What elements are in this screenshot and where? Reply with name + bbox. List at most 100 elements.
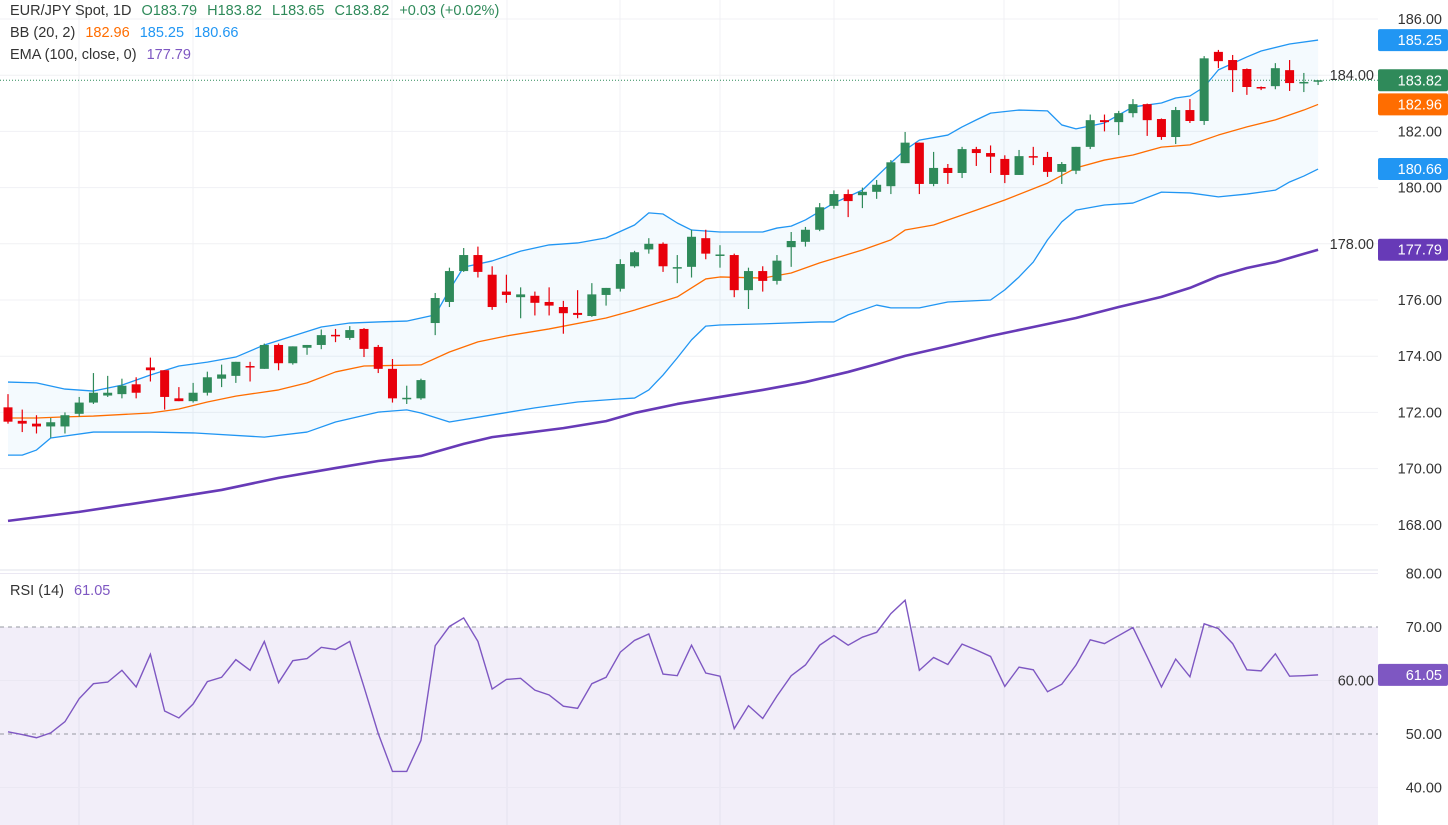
ema-legend[interactable]: EMA (100, close, 0) 177.79 <box>10 46 197 64</box>
candle-body <box>1156 119 1166 138</box>
candle-body <box>373 346 383 369</box>
candle-up <box>231 361 241 383</box>
candle-up <box>1313 80 1323 86</box>
candle-body <box>1185 110 1195 122</box>
candle-body <box>302 344 312 348</box>
candle-up <box>430 292 440 336</box>
candle-body <box>1028 156 1038 158</box>
candle-up <box>743 267 753 309</box>
candle-up <box>516 287 526 319</box>
indicator-lines <box>0 39 1378 523</box>
candle-body <box>188 392 198 402</box>
candle-up <box>1014 149 1024 175</box>
candle-body <box>430 298 440 324</box>
candle-body <box>402 397 412 400</box>
candle-body <box>160 370 170 397</box>
price-badge-label: 61.05 <box>1406 668 1442 684</box>
candle-up <box>929 151 939 187</box>
candles <box>3 49 1323 438</box>
candle-up <box>957 146 967 179</box>
price-tick-label: 182.00 <box>1398 124 1442 140</box>
candle-body <box>1099 120 1109 123</box>
candle-body <box>786 240 796 248</box>
candle-up <box>615 259 625 292</box>
candle-up <box>444 267 454 308</box>
candle-body <box>17 420 27 424</box>
candle-body <box>145 367 155 371</box>
candle-body <box>1114 113 1124 123</box>
rsi-value: 61.05 <box>74 583 111 599</box>
price-tick-label: 170.00 <box>1398 462 1442 478</box>
candle-body <box>558 307 568 314</box>
candle-down <box>331 328 341 343</box>
rsi-legend[interactable]: RSI (14) 61.05 <box>10 582 116 600</box>
candle-up <box>587 283 597 317</box>
candle-body <box>829 194 839 206</box>
price-badge-label: 183.82 <box>1398 73 1442 89</box>
candle-down <box>131 377 141 399</box>
candle-body <box>943 167 953 173</box>
price-badge <box>1378 93 1448 116</box>
candle-body <box>971 149 981 154</box>
symbol-name[interactable]: EUR/JPY Spot, 1D <box>10 3 132 19</box>
candle-body <box>516 294 526 298</box>
candle-up <box>202 371 212 396</box>
candle-up <box>900 131 910 164</box>
candle-body <box>345 330 355 338</box>
candle-up <box>1171 106 1181 145</box>
candle-body <box>74 402 84 414</box>
candle-up <box>715 245 725 268</box>
candle-down <box>971 146 981 166</box>
candle-body <box>174 398 184 402</box>
candle-up <box>188 382 198 403</box>
ohlc-change: +0.03 (+0.02%) <box>399 3 500 19</box>
candle-up <box>672 255 682 284</box>
candle-down <box>701 229 711 260</box>
candle-body <box>1199 58 1209 122</box>
candle-up <box>644 238 654 254</box>
price-badge <box>1378 158 1448 181</box>
candle-body <box>60 415 70 427</box>
bb-basis-line <box>8 103 1319 419</box>
price-tick-label: 180.00 <box>1398 181 1442 197</box>
candle-body <box>544 301 554 306</box>
candle-down <box>145 357 155 382</box>
price-badge <box>1378 29 1448 52</box>
rsi-tick-label: 40.00 <box>1406 781 1442 797</box>
candle-up <box>117 378 127 399</box>
candle-body <box>701 238 711 254</box>
candle-up <box>1085 114 1095 150</box>
candle-body <box>316 335 326 345</box>
candle-body <box>772 260 782 281</box>
candle-body <box>459 255 469 272</box>
candle-up <box>302 344 312 355</box>
candle-body <box>359 328 369 349</box>
candle-up <box>630 250 640 268</box>
bb-mid-value: 182.96 <box>85 25 130 41</box>
candle-down <box>387 359 397 403</box>
candle-up <box>60 412 70 434</box>
candle-body <box>929 167 939 184</box>
candle-down <box>501 274 511 303</box>
candle-down <box>174 387 184 402</box>
candle-down <box>373 344 383 374</box>
candle-up <box>259 343 269 369</box>
candle-body <box>986 153 996 157</box>
price-badge <box>1378 238 1448 261</box>
candle-up <box>46 418 56 438</box>
candle-body <box>259 344 269 369</box>
bb-legend[interactable]: BB (20, 2) 182.96 185.25 180.66 <box>10 24 244 42</box>
candle-up <box>872 180 882 199</box>
candle-body <box>857 191 867 196</box>
candle-body <box>487 274 497 308</box>
candle-up <box>103 375 113 397</box>
price-badge-label: 185.25 <box>1398 33 1442 49</box>
candle-up <box>815 203 825 232</box>
rsi-tick-label: 80.00 <box>1406 567 1442 583</box>
rsi-tick-label: 70.00 <box>1406 620 1442 636</box>
candle-body <box>573 312 583 315</box>
candle-down <box>274 343 284 371</box>
candle-down <box>1285 60 1295 91</box>
candle-up <box>459 248 469 272</box>
